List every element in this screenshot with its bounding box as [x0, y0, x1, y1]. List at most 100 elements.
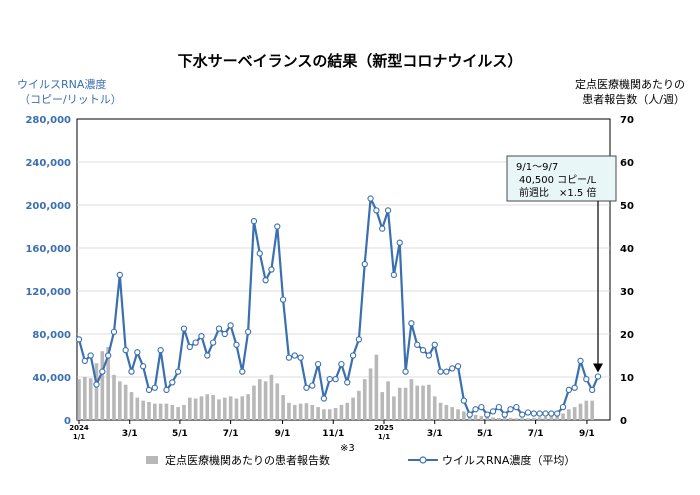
- right-tick-label: 10: [620, 373, 634, 384]
- line-point: [151, 384, 158, 391]
- line-point: [542, 410, 549, 417]
- annotation-line3: 前週比 ×1.5 倍: [519, 186, 596, 199]
- line-point: [309, 382, 316, 389]
- line-point: [565, 386, 572, 394]
- bar: [100, 351, 105, 420]
- line-point: [384, 207, 392, 214]
- bar: [386, 381, 390, 420]
- bar: [287, 402, 291, 420]
- bar: [409, 379, 414, 420]
- bar: [170, 404, 175, 420]
- left-axis-label-line1: ウイルスRNA濃度: [17, 77, 106, 91]
- line-point: [589, 386, 596, 394]
- bar: [322, 409, 326, 420]
- bar: [567, 409, 571, 420]
- line-point: [332, 375, 339, 383]
- line-point: [244, 328, 252, 335]
- footnote: ※3: [340, 443, 355, 454]
- bar: [176, 407, 180, 420]
- bar: [532, 417, 536, 420]
- line-point: [116, 271, 123, 279]
- line-point: [279, 296, 287, 303]
- bar: [187, 397, 192, 420]
- bar: [555, 415, 559, 420]
- line-point: [466, 411, 473, 418]
- line-point: [174, 368, 182, 375]
- line-point: [536, 410, 543, 417]
- line-point: [221, 330, 228, 338]
- line-point: [180, 325, 188, 332]
- right-y-ticks: 0 10 20 30 40 50 60 70: [620, 115, 634, 427]
- x-tick-label: 5/1: [477, 429, 493, 439]
- line-point: [396, 239, 403, 246]
- line-point: [373, 207, 380, 214]
- line-point: [139, 363, 147, 370]
- left-axis-label-line2: （コピー/リットル）: [19, 93, 122, 106]
- plot-area: [76, 118, 611, 421]
- bar: [263, 381, 268, 420]
- line-point: [204, 352, 211, 359]
- line-point: [105, 352, 112, 359]
- line-point: [594, 373, 602, 380]
- bar: [257, 379, 262, 420]
- line-point: [314, 360, 322, 368]
- bar: [118, 381, 122, 420]
- bar: [112, 374, 116, 420]
- bar: [292, 404, 297, 420]
- bar: [421, 385, 425, 420]
- line-point: [431, 341, 438, 348]
- line-point: [297, 354, 304, 361]
- line-point: [262, 277, 269, 284]
- line-point: [349, 352, 357, 359]
- x-tick-label: 5/1: [172, 429, 188, 439]
- line-point: [291, 352, 298, 359]
- bar: [246, 394, 250, 420]
- line-point: [93, 381, 100, 388]
- bar: [94, 363, 99, 420]
- bar: [304, 403, 309, 420]
- line-point: [478, 403, 485, 411]
- bar: [392, 396, 396, 420]
- line-point: [268, 266, 275, 273]
- right-tick-label: 30: [620, 287, 634, 298]
- bar: [432, 396, 437, 420]
- bar: [584, 400, 589, 420]
- bar: [217, 399, 221, 420]
- line-point: [274, 223, 281, 230]
- bar: [351, 397, 355, 420]
- line-point: [134, 349, 141, 356]
- line-point: [355, 336, 363, 343]
- bar: [403, 387, 408, 420]
- line-point: [495, 403, 503, 411]
- x-tick-label: 9/1: [275, 429, 291, 439]
- left-tick-label: 120,000: [25, 287, 71, 298]
- line-point: [361, 260, 368, 268]
- line-point: [233, 341, 240, 348]
- bar: [240, 396, 245, 420]
- line-point: [379, 225, 386, 232]
- line-point: [484, 411, 491, 418]
- bar: [199, 396, 204, 420]
- line-point: [519, 411, 526, 418]
- bar: [275, 383, 280, 420]
- bar: [211, 395, 215, 420]
- line-point: [198, 332, 205, 340]
- line-point: [507, 406, 514, 413]
- bar: [456, 409, 460, 420]
- bar: [415, 385, 420, 420]
- line-point: [215, 325, 223, 332]
- bar: [526, 418, 530, 420]
- right-tick-label: 50: [620, 201, 634, 212]
- line-point: [454, 363, 462, 370]
- bar: [514, 418, 519, 420]
- x-tick-label: 11/1: [322, 429, 344, 439]
- x-tick-label: 7/1: [223, 429, 239, 439]
- line-point: [489, 408, 497, 415]
- line-point: [256, 250, 263, 257]
- x-tick-year: 2024: [69, 424, 89, 432]
- x-tick-label: 7/1: [528, 429, 544, 439]
- line-point: [530, 410, 538, 417]
- bar: [450, 407, 455, 420]
- bar: [269, 374, 274, 420]
- bar: [485, 416, 490, 420]
